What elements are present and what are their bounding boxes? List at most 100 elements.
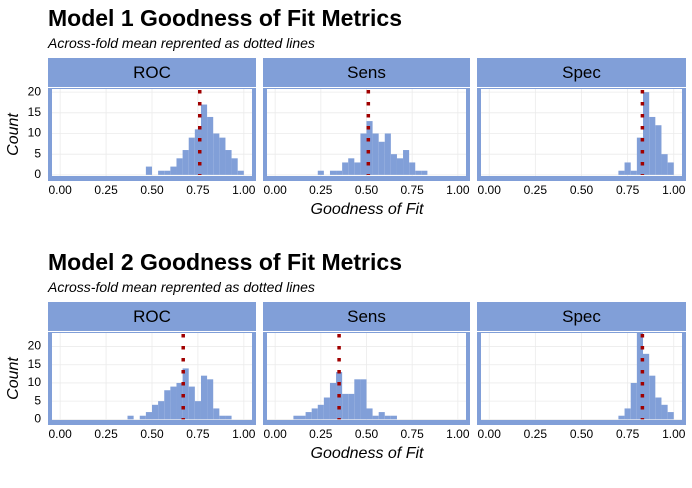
strip bbox=[48, 302, 256, 331]
bar bbox=[158, 170, 165, 175]
bar bbox=[390, 415, 397, 420]
bar bbox=[194, 401, 201, 420]
bar bbox=[299, 415, 306, 420]
bar bbox=[378, 412, 385, 420]
bar bbox=[237, 170, 244, 175]
chart-title: Model 2 Goodness of Fit Metrics bbox=[48, 249, 402, 275]
x-tick-label: 1.00 bbox=[662, 183, 686, 197]
bar bbox=[649, 116, 656, 175]
x-tick-label: 1.00 bbox=[446, 183, 470, 197]
bar bbox=[360, 133, 367, 175]
x-tick-label: 0.25 bbox=[309, 183, 333, 197]
bar bbox=[305, 412, 312, 420]
bar bbox=[182, 368, 189, 420]
x-tick-label: 0.75 bbox=[186, 183, 210, 197]
x-tick-label: 0.50 bbox=[140, 183, 164, 197]
x-tick-label: 0.75 bbox=[401, 183, 425, 197]
x-tick-label: 1.00 bbox=[232, 427, 256, 441]
y-tick-label: 15 bbox=[28, 357, 42, 371]
x-tick-label: 0.00 bbox=[478, 183, 502, 197]
strip-label: Spec bbox=[562, 307, 601, 326]
strip bbox=[477, 302, 686, 331]
bar bbox=[643, 92, 650, 175]
bar bbox=[342, 162, 349, 175]
bar bbox=[207, 379, 214, 420]
bar bbox=[421, 170, 428, 175]
y-axis-title: Count bbox=[5, 113, 22, 156]
bar bbox=[618, 170, 625, 175]
bar bbox=[372, 415, 379, 420]
chart-subtitle: Across-fold mean reprented as dotted lin… bbox=[47, 279, 315, 295]
y-tick-label: 10 bbox=[28, 126, 42, 140]
bar bbox=[403, 150, 410, 175]
bar bbox=[667, 162, 674, 175]
x-tick-label: 0.25 bbox=[524, 183, 548, 197]
y-tick-label: 5 bbox=[34, 393, 41, 407]
bar bbox=[360, 379, 367, 420]
bar bbox=[384, 133, 391, 175]
y-tick-label: 5 bbox=[34, 146, 41, 160]
x-tick-label: 1.00 bbox=[662, 427, 686, 441]
bar bbox=[323, 397, 330, 420]
y-tick-label: 10 bbox=[28, 375, 42, 389]
bar bbox=[176, 158, 183, 175]
bar bbox=[329, 382, 337, 420]
x-tick-label: 0.75 bbox=[616, 427, 640, 441]
y-tick-label: 20 bbox=[28, 84, 42, 98]
bar bbox=[643, 353, 650, 420]
bar bbox=[415, 170, 422, 175]
bar bbox=[409, 162, 416, 175]
bar bbox=[624, 162, 631, 175]
strip bbox=[263, 302, 470, 331]
bar bbox=[630, 170, 637, 175]
bar bbox=[329, 170, 337, 175]
bar bbox=[636, 137, 644, 175]
bar bbox=[618, 415, 625, 420]
bar bbox=[396, 158, 404, 175]
bar bbox=[311, 408, 318, 420]
bar bbox=[213, 408, 220, 420]
bar bbox=[200, 104, 208, 175]
x-tick-label: 0.75 bbox=[186, 427, 210, 441]
bar bbox=[219, 415, 226, 420]
bar bbox=[348, 393, 355, 420]
bar bbox=[342, 393, 349, 420]
x-tick-label: 0.00 bbox=[263, 427, 287, 441]
strip bbox=[48, 58, 256, 87]
strip-label: Spec bbox=[562, 63, 601, 82]
bar bbox=[188, 386, 195, 420]
bar bbox=[384, 415, 391, 420]
bar bbox=[336, 170, 343, 175]
x-tick-label: 0.00 bbox=[49, 427, 73, 441]
bar bbox=[390, 154, 397, 175]
bar bbox=[655, 125, 662, 175]
x-tick-label: 0.25 bbox=[309, 427, 333, 441]
bar bbox=[170, 386, 177, 420]
bar bbox=[624, 408, 631, 420]
bar bbox=[145, 412, 152, 420]
bar bbox=[145, 166, 152, 175]
bar bbox=[348, 158, 355, 175]
bar bbox=[182, 150, 189, 175]
x-tick-label: 0.00 bbox=[263, 183, 287, 197]
bar bbox=[219, 137, 226, 175]
bar bbox=[661, 404, 668, 420]
bar bbox=[127, 415, 134, 420]
bar bbox=[372, 133, 379, 175]
bar bbox=[317, 170, 324, 175]
bar bbox=[649, 375, 656, 420]
bar bbox=[354, 162, 361, 175]
x-tick-label: 0.50 bbox=[355, 183, 379, 197]
bar bbox=[207, 116, 214, 175]
bar bbox=[158, 401, 165, 420]
x-tick-label: 0.50 bbox=[570, 183, 594, 197]
x-tick-label: 1.00 bbox=[232, 183, 256, 197]
y-axis-title: Count bbox=[5, 357, 22, 400]
x-tick-label: 0.25 bbox=[94, 427, 118, 441]
bar bbox=[378, 141, 385, 175]
x-tick-label: 0.50 bbox=[570, 427, 594, 441]
bar bbox=[366, 408, 373, 420]
strip-label: Sens bbox=[347, 63, 386, 82]
strip-label: ROC bbox=[133, 307, 171, 326]
x-tick-label: 1.00 bbox=[446, 427, 470, 441]
